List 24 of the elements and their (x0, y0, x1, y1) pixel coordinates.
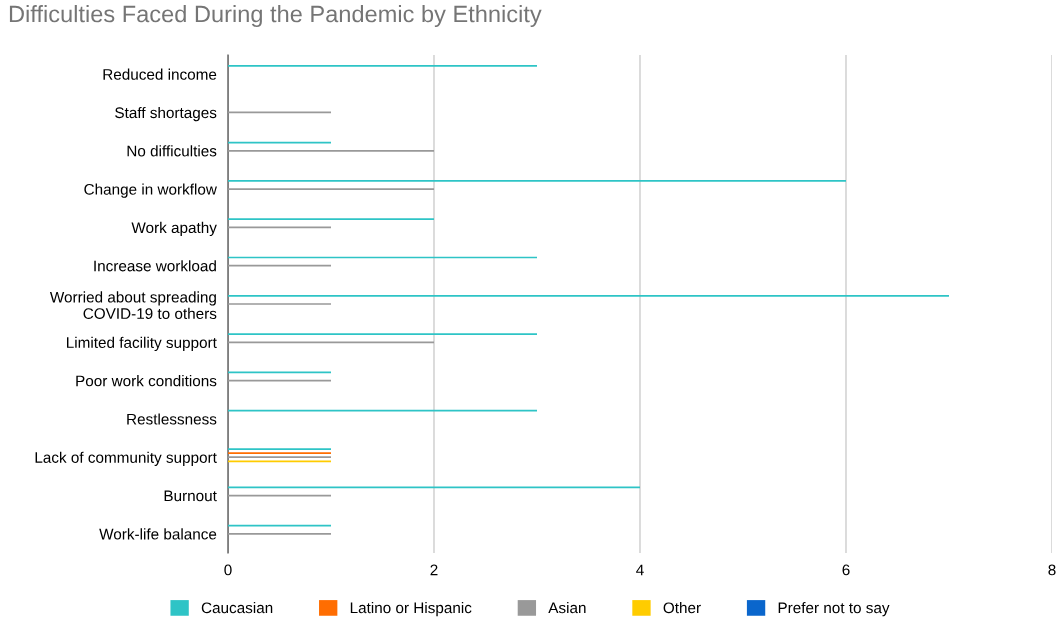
y-tick-label: Worried about spreading COVID-19 to others (49, 291, 217, 320)
legend-label: Asian (548, 602, 586, 614)
y-tick-label: Work-life balance (99, 528, 217, 540)
legend-label: Latino or Hispanic (350, 602, 472, 617)
x-tick-label: 6 (842, 564, 850, 576)
chart-title: Difficulties Faced During the Pandemic by Ethnicity (9, 5, 542, 27)
legend-label: Prefer not to say (778, 602, 890, 617)
y-tick-label: Limited facility support (67, 336, 217, 352)
x-tick-label: 4 (636, 564, 644, 576)
y-tick-label: Increase workload (94, 260, 216, 272)
y-tick-label: No difficulties (127, 145, 217, 157)
y-tick-label: Burnout (164, 490, 217, 502)
x-tick-label: 0 (224, 564, 232, 576)
y-tick-label: Reduced income (103, 68, 217, 80)
y-tick-label: Staff shortages (115, 106, 217, 122)
y-tick-label: Work apathy (131, 221, 217, 237)
legend-label: Caucasian (201, 602, 273, 614)
legend-label: Other (663, 602, 701, 614)
y-tick-label: Restlessness (127, 413, 217, 425)
y-tick-label: Change in workflow (84, 183, 217, 198)
x-tick-label: 8 (1048, 564, 1056, 576)
y-tick-label: Lack of community support (35, 451, 217, 466)
y-tick-label: Poor work conditions (76, 375, 217, 387)
x-tick-label: 2 (430, 564, 438, 576)
